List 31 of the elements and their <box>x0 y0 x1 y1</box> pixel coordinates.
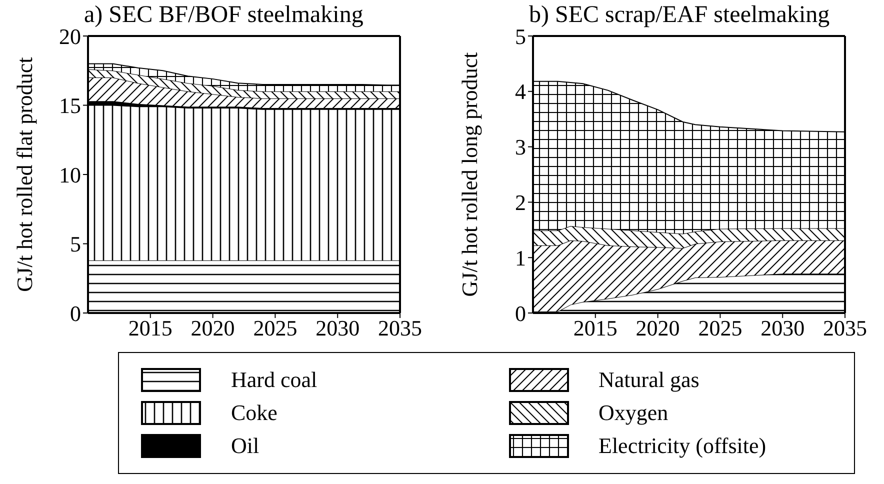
chart-title: a) SEC BF/BOF steelmaking <box>84 2 364 28</box>
y-tick-label: 0 <box>515 300 526 326</box>
x-tick-label: 2020 <box>636 316 680 341</box>
legend-label: Oil <box>231 432 260 458</box>
y-tick-label: 3 <box>515 134 526 160</box>
x-tick-label: 2035 <box>378 316 422 341</box>
x-tick-label: 2015 <box>128 316 172 341</box>
legend-label: Hard coal <box>231 366 318 392</box>
x-tick-label: 2020 <box>190 316 235 341</box>
y-tick-label: 20 <box>59 24 81 49</box>
x-tick-label: 2015 <box>573 316 618 341</box>
y-tick-label: 4 <box>515 79 526 104</box>
x-tick-label: 2030 <box>760 316 805 341</box>
y-axis-title: GJ/t hot rolled long product <box>456 52 482 297</box>
x-tick-label: 2025 <box>698 316 742 341</box>
y-tick-label: 5 <box>515 24 526 49</box>
y-tick-label: 1 <box>515 245 526 270</box>
y-tick-label: 2 <box>515 190 526 216</box>
y-tick-label: 5 <box>70 232 81 257</box>
x-tick-label: 2025 <box>253 316 298 341</box>
legend-label: Oxygen <box>598 400 668 426</box>
y-tick-label: 0 <box>70 300 81 326</box>
y-tick-label: 15 <box>59 93 81 118</box>
x-tick-label: 2035 <box>823 316 867 341</box>
legend-label: Natural gas <box>598 366 700 392</box>
legend-label: Electricity (offsite) <box>598 432 766 458</box>
chart-title: b) SEC scrap/EAF steelmaking <box>529 2 830 28</box>
x-tick-label: 2030 <box>316 316 360 341</box>
y-tick-label: 10 <box>59 162 81 188</box>
legend-label: Coke <box>231 400 278 426</box>
y-axis-title: GJ/t hot rolled flat product <box>12 57 37 292</box>
